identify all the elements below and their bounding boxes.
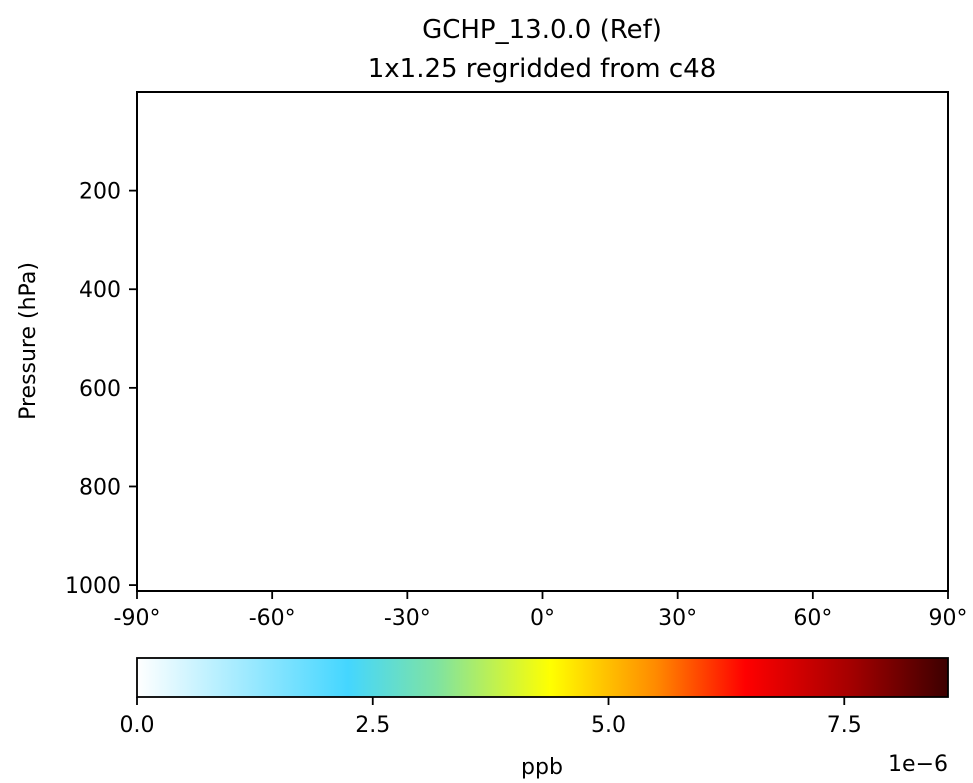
y-tick-label: 800 (79, 475, 121, 500)
x-axis: -90° -60° -30° 0° 30° 60° 90° (114, 591, 968, 631)
colorbar-ticks: 0.0 2.5 5.0 7.5 (120, 697, 862, 738)
heatmap-field (137, 92, 948, 591)
chart-title-line1: GCHP_13.0.0 (Ref) (422, 15, 662, 45)
colorbar-tick-label: 0.0 (120, 713, 155, 738)
chart-title-line2: 1x1.25 regridded from c48 (368, 54, 717, 84)
x-tick-label: 90° (929, 606, 968, 631)
colorbar: 0.0 2.5 5.0 7.5 ppb 1e−6 (120, 657, 949, 780)
colorbar-tick-label: 7.5 (827, 713, 862, 738)
x-tick-label: 30° (658, 606, 697, 631)
x-tick-label: -60° (249, 606, 296, 631)
colorbar-tick-label: 5.0 (591, 713, 626, 738)
y-tick-label: 1000 (65, 574, 121, 599)
y-axis: 200 400 600 800 1000 (65, 180, 137, 599)
colorbar-tick-label: 2.5 (355, 713, 390, 738)
x-tick-label: 60° (793, 606, 832, 631)
y-tick-label: 400 (79, 278, 121, 303)
plot-area (136, 91, 949, 592)
colorbar-frame (136, 657, 949, 698)
colorbar-label: ppb (521, 755, 563, 780)
y-tick-label: 200 (79, 180, 121, 205)
y-axis-label: Pressure (hPa) (16, 262, 41, 420)
x-tick-label: -30° (384, 606, 431, 631)
x-tick-label: 0° (530, 606, 555, 631)
y-tick-label: 600 (79, 377, 121, 402)
colorbar-gradient (137, 658, 948, 697)
colorbar-offset-text: 1e−6 (888, 752, 948, 777)
x-tick-label: -90° (114, 606, 161, 631)
